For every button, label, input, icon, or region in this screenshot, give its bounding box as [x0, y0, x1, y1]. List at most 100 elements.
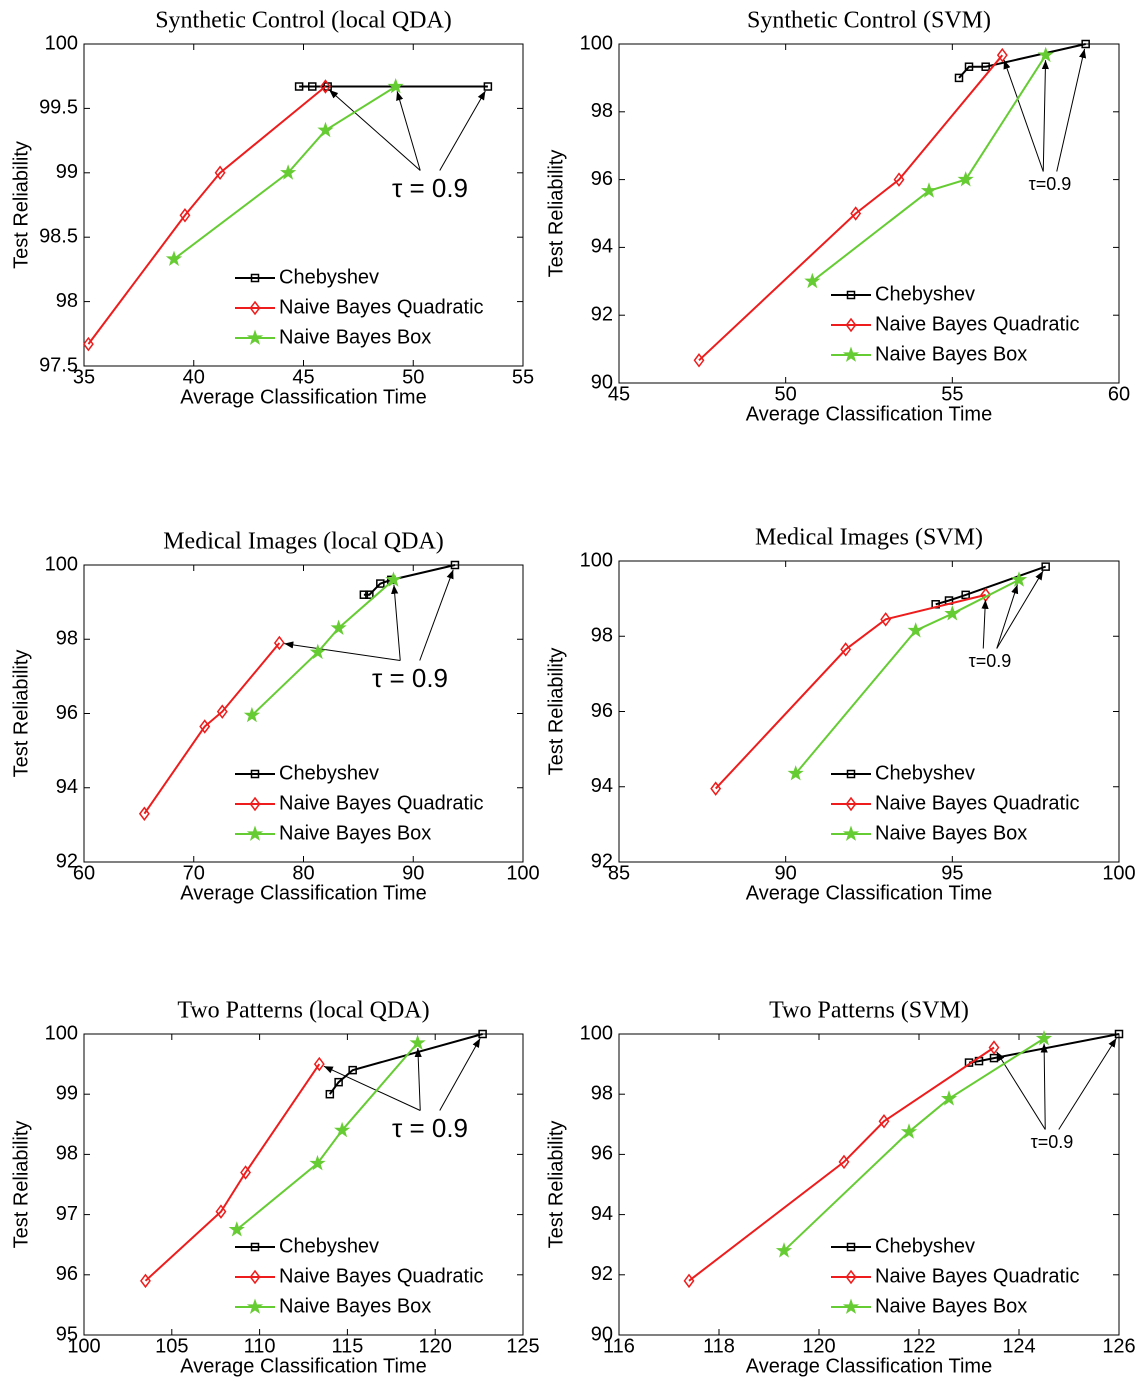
annotation-arrow — [1058, 1037, 1117, 1130]
series-line — [328, 1033, 483, 1095]
plot-frame — [83, 1033, 524, 1336]
plot-frame — [618, 1033, 1120, 1336]
legend-marker — [246, 1298, 264, 1314]
marker-diamond — [838, 1154, 850, 1170]
x-tick-label: 70 — [183, 862, 205, 884]
annotation: τ = 0.9 — [392, 173, 468, 203]
x-tick-label: 60 — [1108, 383, 1130, 405]
x-tick-label: 105 — [155, 1335, 188, 1357]
x-axis-label: Average Classification Time — [746, 1355, 992, 1377]
x-tick-label: 118 — [703, 1335, 735, 1357]
series-line — [794, 578, 1020, 775]
chart-title: Two Patterns (local QDA) — [177, 998, 429, 1024]
chart-title: Medical Images (local QDA) — [163, 529, 444, 555]
y-tick-label: 97 — [56, 1203, 78, 1225]
chart-title: Two Patterns (SVM) — [769, 998, 969, 1024]
y-tick-label: 94 — [56, 776, 78, 798]
marker-star — [775, 1242, 793, 1258]
marker-star — [317, 121, 334, 138]
marker-diamond — [878, 1114, 890, 1129]
x-tick-label: 90 — [775, 862, 797, 884]
x-tick-label: 45 — [608, 383, 630, 405]
legend-label: Chebyshev — [279, 1235, 379, 1257]
y-tick-label: 96 — [56, 702, 78, 724]
marker-star — [1010, 571, 1028, 587]
y-tick-label: 100 — [580, 549, 613, 571]
marker-star — [1035, 1029, 1053, 1046]
x-tick-label: 55 — [941, 383, 963, 405]
y-tick-label: 94 — [591, 775, 613, 797]
series-line — [251, 579, 395, 717]
annotation-arrow — [439, 90, 486, 171]
marker-diamond — [138, 806, 150, 821]
legend-marker — [842, 825, 860, 841]
marker-star — [787, 765, 804, 781]
legend-label: Chebyshev — [875, 1235, 975, 1257]
legend-label: Naive Bayes Quadratic — [875, 1265, 1080, 1287]
legend-label: Naive Bayes Quadratic — [875, 792, 1080, 814]
marker-diamond — [850, 206, 862, 221]
annotation-arrow — [1040, 1043, 1048, 1130]
y-tick-label: 96 — [56, 1263, 78, 1285]
y-tick-label: 94 — [591, 236, 613, 258]
marker-star — [165, 250, 183, 267]
marker-square — [334, 1077, 343, 1087]
y-tick-label: 96 — [591, 700, 613, 722]
legend-label: Naive Bayes Box — [875, 1295, 1027, 1317]
x-tick-label: 115 — [331, 1335, 363, 1357]
annotation-arrow — [996, 584, 1019, 649]
x-axis-label: Average Classification Time — [180, 386, 426, 408]
y-tick-label: 100 — [580, 1022, 613, 1044]
annotation-arrow — [323, 1065, 421, 1111]
y-tick-label: 90 — [591, 371, 613, 393]
legend-marker — [846, 290, 856, 300]
y-tick-label: 96 — [591, 168, 613, 190]
marker-star — [1037, 46, 1054, 63]
legend-marker — [842, 1298, 860, 1314]
legend-marker — [249, 796, 261, 812]
marker-star — [385, 571, 402, 587]
legend-label: Naive Bayes Box — [875, 343, 1027, 365]
x-tick-label: 110 — [244, 1335, 276, 1357]
y-tick-label: 99.5 — [39, 97, 78, 119]
series-line — [144, 1063, 321, 1282]
y-tick-label: 99 — [56, 161, 78, 183]
marker-star — [900, 1123, 918, 1139]
marker-star — [228, 1221, 245, 1237]
legend-label: Naive Bayes Box — [279, 326, 431, 348]
x-tick-label: 45 — [292, 366, 314, 388]
x-tick-label: 80 — [292, 862, 314, 884]
y-axis-label: Test Reliability — [545, 150, 567, 278]
legend-label: Chebyshev — [279, 762, 379, 784]
legend-marker — [246, 329, 264, 345]
y-tick-label: 90 — [591, 1323, 613, 1345]
x-tick-label: 124 — [1002, 1335, 1035, 1357]
y-axis-label: Test Reliability — [10, 1121, 32, 1249]
marker-diamond — [996, 47, 1008, 63]
marker-star — [920, 182, 938, 198]
x-tick-label: 100 — [506, 862, 539, 884]
marker-diamond — [893, 172, 905, 187]
x-tick-label: 85 — [608, 862, 630, 884]
chart-title: Medical Images (SVM) — [755, 525, 983, 551]
legend-marker — [845, 1269, 857, 1285]
annotation-arrow — [396, 91, 421, 171]
x-tick-label: 95 — [941, 862, 963, 884]
plot-frame — [618, 560, 1120, 863]
annotation-arrow — [1041, 60, 1049, 172]
marker-diamond — [880, 612, 892, 627]
legend-marker — [249, 300, 261, 316]
annotation: τ = 0.9 — [372, 663, 448, 693]
y-tick-label: 100 — [45, 553, 78, 575]
legend-marker — [250, 273, 260, 283]
legend-marker — [846, 769, 856, 779]
x-tick-label: 120 — [802, 1335, 835, 1357]
series-line — [958, 43, 1086, 79]
marker-square — [964, 62, 974, 71]
y-tick-label: 100 — [45, 32, 78, 54]
legend-label: Naive Bayes Quadratic — [875, 313, 1080, 335]
legend-marker — [846, 1242, 856, 1252]
marker-star — [330, 619, 347, 636]
